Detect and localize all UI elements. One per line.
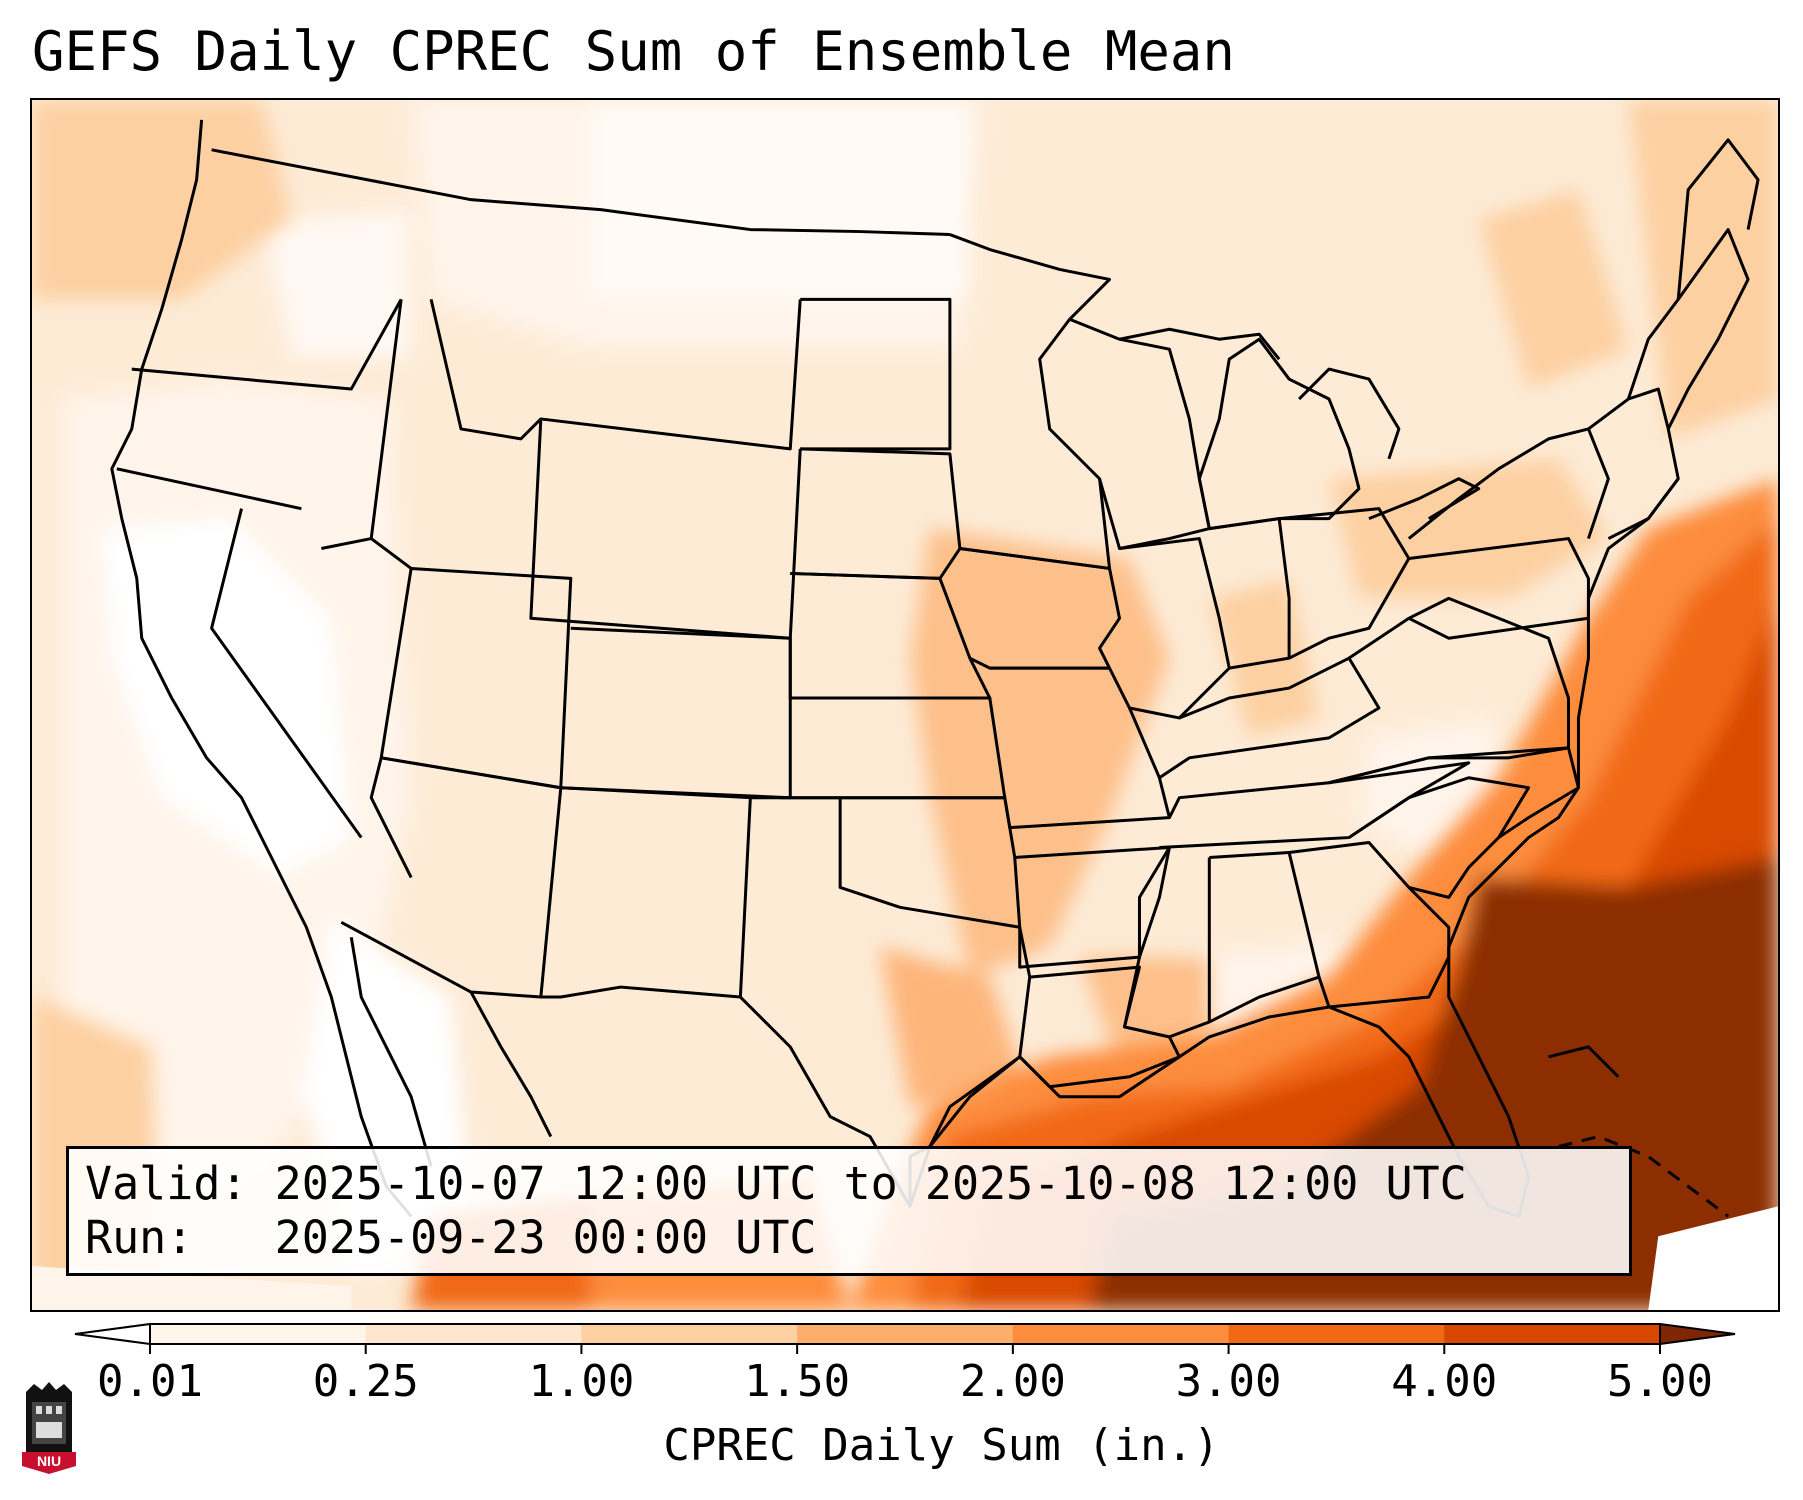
precipitation-map (30, 98, 1780, 1312)
colorbar-tick-label: 0.25 (313, 1356, 419, 1407)
colorbar-segment (581, 1324, 798, 1344)
colorbar-segment (1444, 1324, 1661, 1344)
valid-label: Valid: (85, 1157, 248, 1210)
colorbar-over-extension (1659, 1322, 1736, 1346)
precip-moderate-areas (32, 100, 1778, 1107)
out-of-domain-area (1648, 1206, 1778, 1310)
colorbar-under-extension (74, 1322, 151, 1346)
colorbar: 0.01 0.25 1.00 1.50 2.00 3.00 4.00 5.00 (74, 1322, 1736, 1407)
colorbar-segment (150, 1324, 367, 1344)
colorbar-tick-label: 0.01 (97, 1356, 203, 1407)
validity-info-box: Valid: 2025-10-07 12:00 UTC to 2025-10-0… (66, 1146, 1632, 1276)
colorbar-label: CPREC Daily Sum (in.) (663, 1420, 1220, 1471)
colorbar-segments (74, 1322, 1736, 1346)
out-of-domain-area-left (32, 1266, 352, 1310)
colorbar-tick-label: 1.50 (744, 1356, 850, 1407)
map-canvas (32, 100, 1778, 1310)
colorbar-ticks: 0.01 0.25 1.00 1.50 2.00 3.00 4.00 5.00 (97, 1344, 1713, 1407)
valid-value: 2025-10-07 12:00 UTC to 2025-10-08 12:00… (274, 1157, 1467, 1210)
colorbar-segment (1012, 1324, 1230, 1344)
colorbar-segment (1228, 1324, 1445, 1344)
colorbar-tick-label: 5.00 (1607, 1356, 1713, 1407)
svg-text:NIU: NIU (37, 1453, 61, 1469)
niu-logo-icon: NIU (22, 1382, 76, 1474)
map-title: GEFS Daily CPREC Sum of Ensemble Mean (32, 20, 1235, 83)
run-value: 2025-09-23 00:00 UTC (274, 1211, 817, 1264)
colorbar-tick-label: 2.00 (960, 1356, 1066, 1407)
colorbar-frame (149, 1323, 1661, 1345)
colorbar-tick-label: 3.00 (1176, 1356, 1282, 1407)
colorbar-segment (365, 1324, 582, 1344)
run-label: Run: (85, 1211, 194, 1264)
colorbar-tick-label: 1.00 (528, 1356, 634, 1407)
colorbar-segment (797, 1324, 1014, 1344)
state-boundaries (110, 119, 1760, 1218)
colorbar-tick-label: 4.00 (1391, 1356, 1497, 1407)
